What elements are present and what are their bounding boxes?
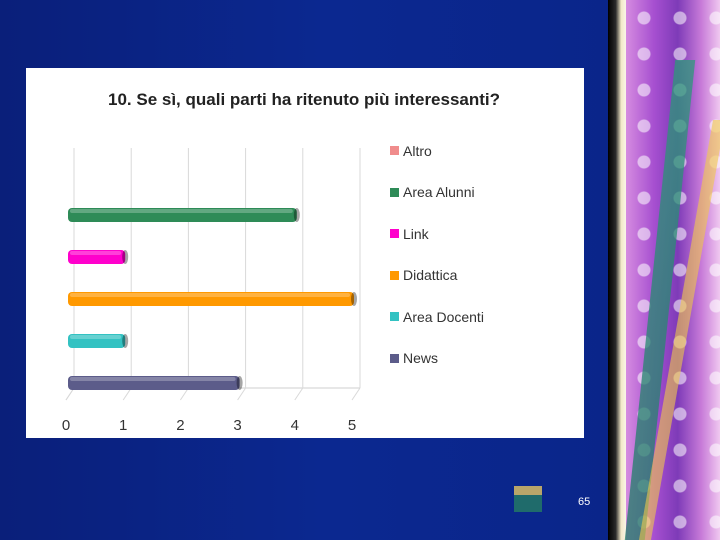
bar-news [68,376,243,390]
bar-body [68,250,126,264]
legend-label: Area Docenti [403,308,484,325]
bar-highlight [70,209,293,213]
legend-label: Didattica [403,267,458,284]
bar-highlight [70,251,122,255]
plot-frame [65,148,360,401]
x-tick-label: 4 [291,417,299,434]
bar-body [68,292,354,306]
x-tick-label: 2 [176,417,184,434]
bar-end-cap [236,376,243,390]
bar-link [68,250,129,264]
legend-swatch [390,229,399,239]
bar-body [68,376,240,390]
chart-panel: 10. Se sì, quali parti ha ritenuto più i… [26,68,584,438]
chart-title: 10. Se sì, quali parti ha ritenuto più i… [108,90,501,109]
bar-highlight [70,377,236,381]
legend-item: Link [390,213,484,255]
bar-didattica [68,292,357,306]
bar-end-cap [122,334,129,348]
slide-thumbnail-icon [514,486,542,512]
x-tick-label: 3 [233,417,241,434]
legend-swatch [390,146,399,156]
legend-swatch [390,187,399,197]
legend-swatch [390,353,399,363]
legend-item: News [390,338,484,380]
bar-area-docenti [68,334,129,348]
gridline-floor [294,387,304,401]
bar-chart: 0 1 2 3 4 5 [62,148,361,434]
legend-item: Area Docenti [390,296,484,338]
slide-side-band [608,0,630,540]
bar-body [68,334,126,348]
legend-label: Area Alunni [403,184,475,201]
bar-highlight [70,293,350,297]
bar-highlight [70,335,122,339]
legend-label: News [403,350,439,367]
bar-end-cap [351,292,357,306]
gridline-floor [351,387,361,401]
legend-item: Didattica [390,255,484,297]
legend-item: Altro [390,130,484,172]
x-tick-label: 0 [62,417,70,434]
bar-end-cap [122,250,129,264]
page-number: 65 [578,496,591,508]
bar-body [68,208,297,222]
bar-end-cap [293,208,300,222]
legend-label: Link [403,225,429,242]
legend-item: Area Alunni [390,172,484,214]
legend-label: Altro [403,142,432,159]
x-tick-label: 5 [348,417,356,434]
x-tick-label: 1 [119,417,127,434]
bar-area-alunni [68,208,300,222]
legend-swatch [390,312,399,322]
gridline-floor [237,387,247,401]
chart-legend: Altro Area Alunni Link Didattica Area Docent… [390,130,484,379]
legend-swatch [390,270,399,280]
